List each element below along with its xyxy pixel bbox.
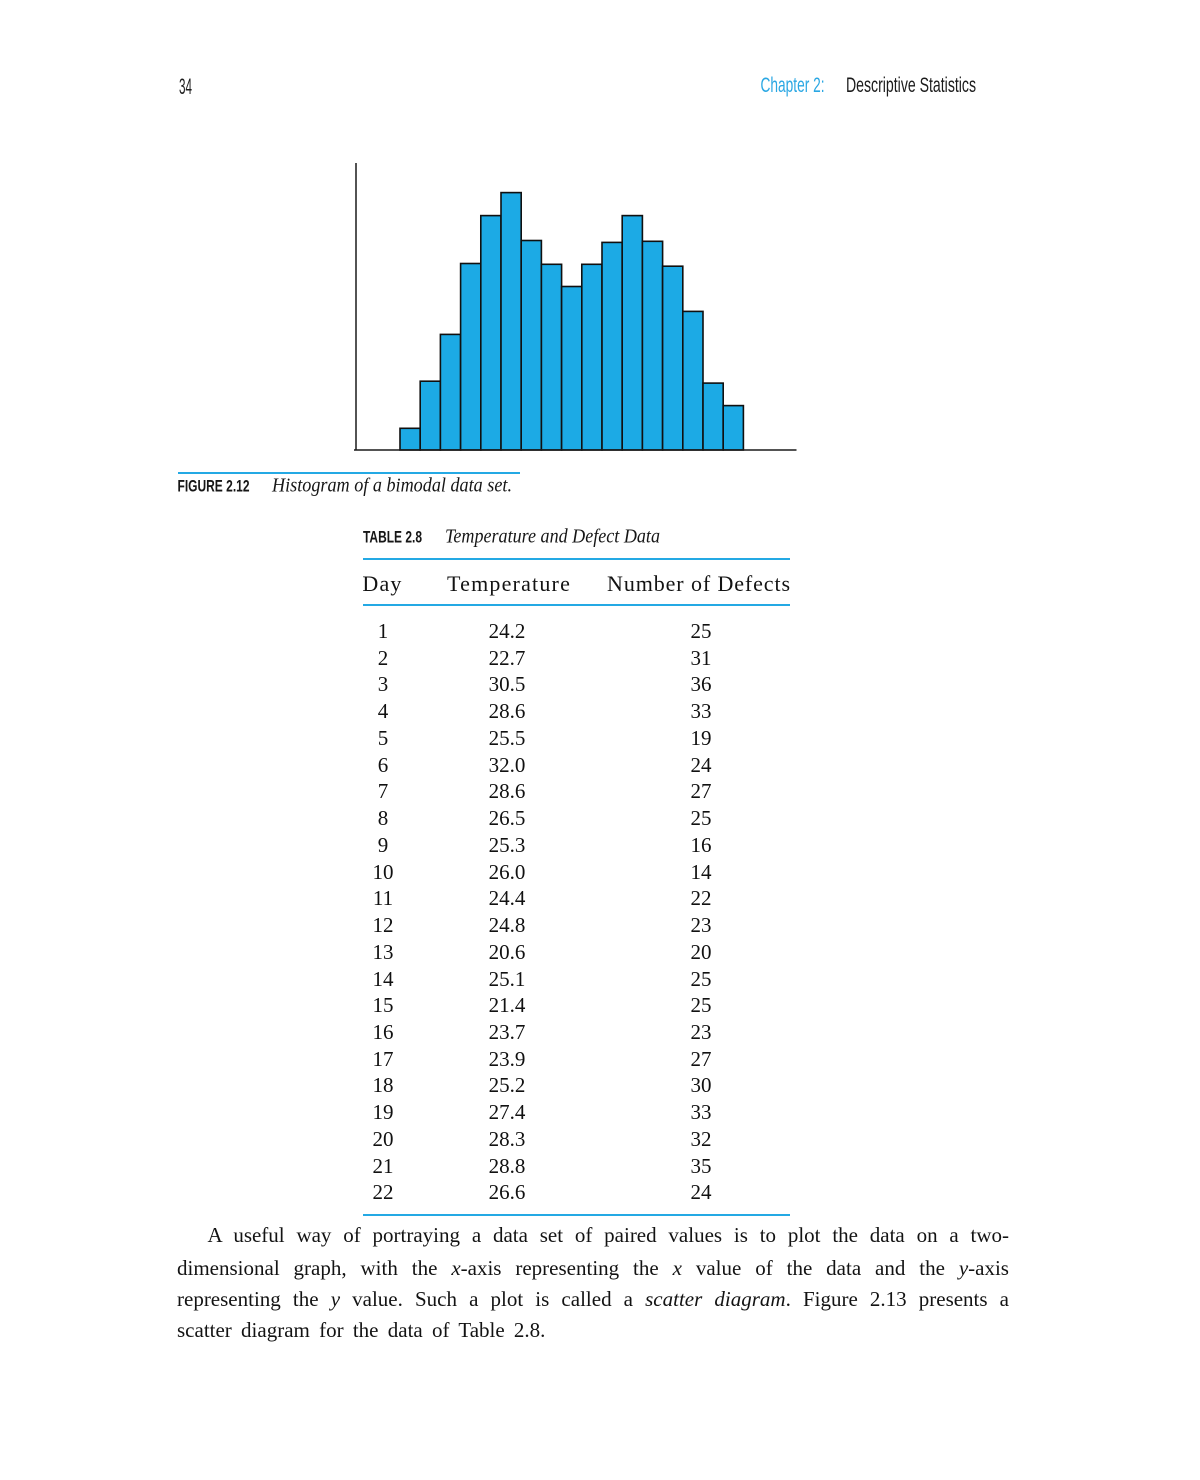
- svg-text:34: 34: [179, 74, 192, 99]
- svg-text:FIGURE 2.12: FIGURE 2.12: [178, 478, 250, 496]
- svg-text:TABLE 2.8: TABLE 2.8: [363, 529, 422, 547]
- svg-text:Chapter 2:: Chapter 2:: [761, 74, 825, 97]
- svg-text:Histogram of a bimodal data se: Histogram of a bimodal data set.: [271, 475, 512, 497]
- svg-text:Descriptive Statistics: Descriptive Statistics: [846, 74, 976, 97]
- svg-text:Temperature and Defect Data: Temperature and Defect Data: [445, 526, 660, 548]
